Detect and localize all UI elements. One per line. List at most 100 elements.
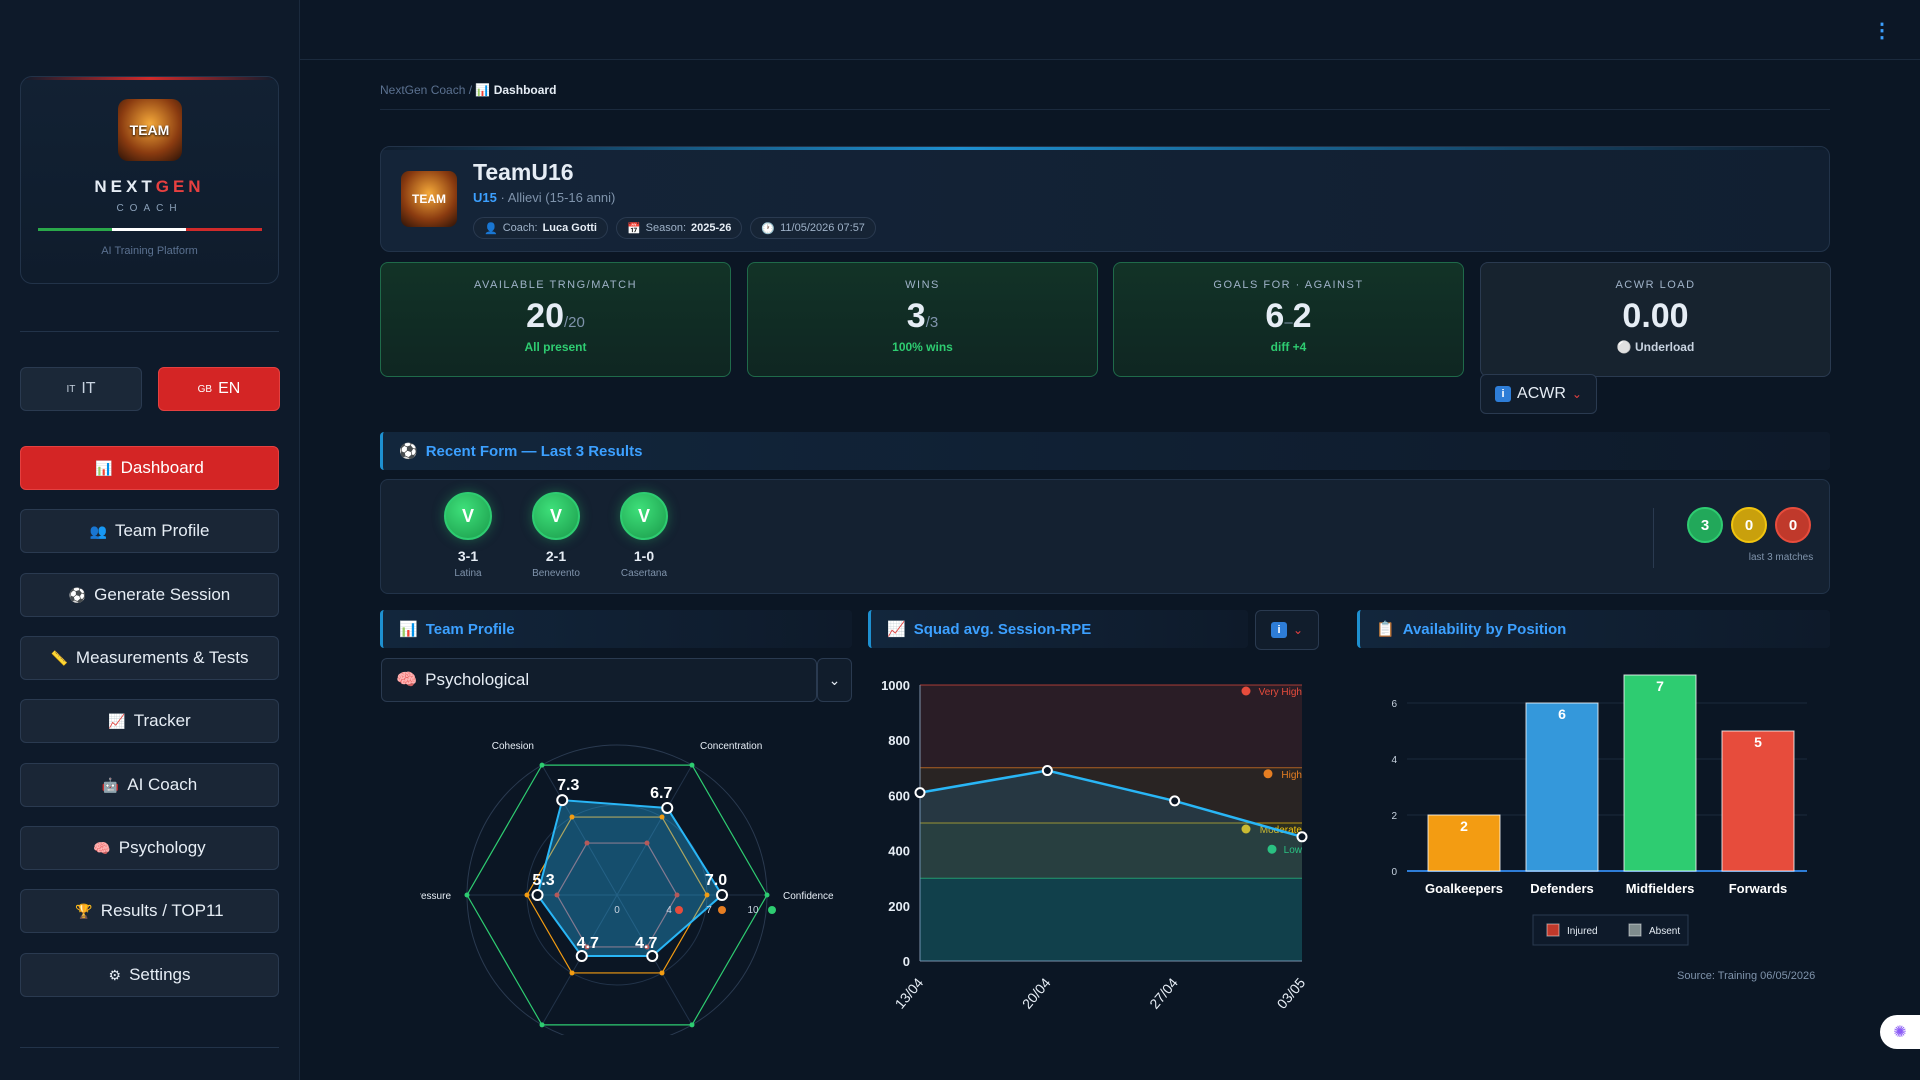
goals-sep: – xyxy=(1284,314,1293,331)
nav-psychology[interactable]: 🧠 Psychology xyxy=(20,826,279,870)
rpe-y-tick: 0 xyxy=(903,954,910,969)
team-category: U15 · Allievi (15-16 anni) xyxy=(473,190,615,205)
ball-icon: ⚽ xyxy=(68,586,87,603)
stat-total: /3 xyxy=(925,314,939,331)
calendar-icon: 📅 xyxy=(626,222,641,235)
acwr-info-button[interactable]: i ACWR ⌄ xyxy=(1480,374,1597,414)
lang-en-button[interactable]: GB EN xyxy=(158,367,280,411)
profile-select-chevron[interactable]: ⌄ xyxy=(817,658,852,702)
nav-tracker[interactable]: 📈 Tracker xyxy=(20,699,279,743)
stat-label: GOALS FOR · AGAINST xyxy=(1213,279,1364,291)
people-icon: 👥 xyxy=(89,522,107,539)
nav-dashboard[interactable]: 📊 Dashboard xyxy=(20,446,279,490)
brand-tagline: AI Training Platform xyxy=(101,245,198,257)
radar-ref-point xyxy=(689,762,695,768)
nav-measurements[interactable]: 📏 Measurements & Tests xyxy=(20,636,279,680)
radar-ref-point xyxy=(584,840,590,846)
radar-scale-dot xyxy=(718,906,726,914)
season-chip: 📅 Season: 2025-26 xyxy=(615,217,743,239)
section-title: Team Profile xyxy=(425,620,515,638)
chart-icon: 📊 xyxy=(399,621,418,638)
radar-axis-label: Pressure xyxy=(420,891,451,902)
avail-x-tick: Defenders xyxy=(1530,881,1594,896)
rpe-x-tick: 13/04 xyxy=(892,974,927,1011)
team-header-card: TEAM TeamU16 U15 · Allievi (15-16 anni) … xyxy=(380,146,1830,252)
clipboard-icon: 📋 xyxy=(1376,621,1395,638)
rpe-info-button[interactable]: i ⌄ xyxy=(1255,610,1319,650)
nav-settings[interactable]: ⚙ Settings xyxy=(20,953,279,997)
nav-team-profile[interactable]: 👥 Team Profile xyxy=(20,509,279,553)
profile-select[interactable]: 🧠 Psychological xyxy=(381,658,817,702)
trend-icon: 📈 xyxy=(108,712,126,729)
coach-chip: 👤 Coach: Luca Gotti xyxy=(473,217,608,239)
nav-results[interactable]: 🏆 Results / TOP11 xyxy=(20,889,279,933)
team-chips: 👤 Coach: Luca Gotti 📅 Season: 2025-26 🕐 11/05… xyxy=(473,217,876,239)
avail-bar xyxy=(1525,702,1599,872)
rpe-zone-band xyxy=(920,878,1302,961)
radar-ref-point xyxy=(644,840,650,846)
avail-legend-swatch xyxy=(1546,923,1560,937)
rpe-zone-band xyxy=(920,823,1302,879)
stat-label: WINS xyxy=(905,279,940,291)
chevron-down-icon: ⌄ xyxy=(1292,623,1304,637)
result-score: 3-1 xyxy=(457,548,479,564)
result-score: 1-0 xyxy=(633,548,655,564)
stat-number: 3 xyxy=(906,297,926,335)
team-logo-icon: TEAM xyxy=(401,171,457,227)
stat-note: diff +4 xyxy=(1270,340,1307,354)
radar-value-point xyxy=(661,801,674,814)
source-note: Source: Training 06/05/2026 xyxy=(1677,970,1816,982)
nav-label: Psychology xyxy=(118,838,206,857)
radar-ref-point xyxy=(554,892,560,898)
kebab-menu-icon[interactable]: ⋮ xyxy=(1872,20,1892,42)
rpe-zone-dot xyxy=(1267,844,1277,854)
recent-form-card: V 3-1 Latina V 2-1 Benevento V 1-0 Casertana 3… xyxy=(380,479,1830,594)
brain-icon: 🧠 xyxy=(93,839,111,856)
lang-it-button[interactable]: IT IT xyxy=(20,367,142,411)
season-value: 2025-26 xyxy=(691,222,732,234)
avail-x-tick: Forwards xyxy=(1729,881,1788,896)
rpe-y-tick: 400 xyxy=(888,844,910,859)
radar-scale-label: 10 xyxy=(747,905,759,916)
assistant-fab[interactable]: ✺ xyxy=(1880,1015,1920,1049)
breadcrumb-current: Dashboard xyxy=(493,83,557,97)
goals-against: 2 xyxy=(1292,297,1312,335)
radar-axis-label: Cohesion xyxy=(492,741,534,752)
chart-icon: 📊 xyxy=(475,83,491,97)
section-availability: 📋 Availability by Position xyxy=(1357,610,1830,648)
radar-value-point xyxy=(646,950,659,963)
gb-flag-icon: GB xyxy=(197,383,213,395)
result-opponent: Benevento xyxy=(532,568,580,579)
rpe-x-tick: 20/04 xyxy=(1019,974,1054,1011)
rpe-y-tick: 200 xyxy=(888,899,910,914)
brand-name: NEXTGEN xyxy=(21,177,278,197)
avail-y-tick: 4 xyxy=(1391,755,1397,766)
radar-ref-point xyxy=(569,970,575,976)
nav-generate-session[interactable]: ⚽ Generate Session xyxy=(20,573,279,617)
nav-ai-coach[interactable]: 🤖 AI Coach xyxy=(20,763,279,807)
dot-icon: ⚪ xyxy=(1616,340,1632,354)
rpe-x-tick: 03/05 xyxy=(1274,974,1309,1011)
wins-total: 3 xyxy=(1687,507,1723,543)
radar-value-label: 5.3 xyxy=(532,872,554,889)
breadcrumb: NextGen Coach / 📊 Dashboard xyxy=(380,83,556,97)
result-3: V 1-0 Casertana xyxy=(609,492,679,579)
nav-label: Generate Session xyxy=(94,585,231,604)
radar-value-point xyxy=(716,889,728,901)
rpe-line xyxy=(919,769,1303,839)
breadcrumb-root[interactable]: NextGen Coach xyxy=(380,83,466,97)
rpe-area xyxy=(920,770,1302,961)
rpe-point xyxy=(1169,795,1181,807)
team-logo-icon: TEAM xyxy=(117,99,182,161)
radar-value-polygon xyxy=(536,799,724,958)
team-category-text: · Allievi (15-16 anni) xyxy=(500,190,616,205)
it-flag-icon: IT xyxy=(66,383,76,395)
stat-number: 20 xyxy=(526,297,564,335)
rpe-zone-label: Low xyxy=(1284,845,1303,856)
section-title: Recent Form — Last 3 Results xyxy=(425,442,643,460)
rpe-chart: Very HighHighModerateLow0200400600800100… xyxy=(881,678,1309,1012)
nav-label: Tracker xyxy=(133,711,191,730)
radar-ref-point xyxy=(464,892,470,898)
radar-value-label: 4.7 xyxy=(577,935,599,952)
nav-label: Settings xyxy=(129,965,191,984)
